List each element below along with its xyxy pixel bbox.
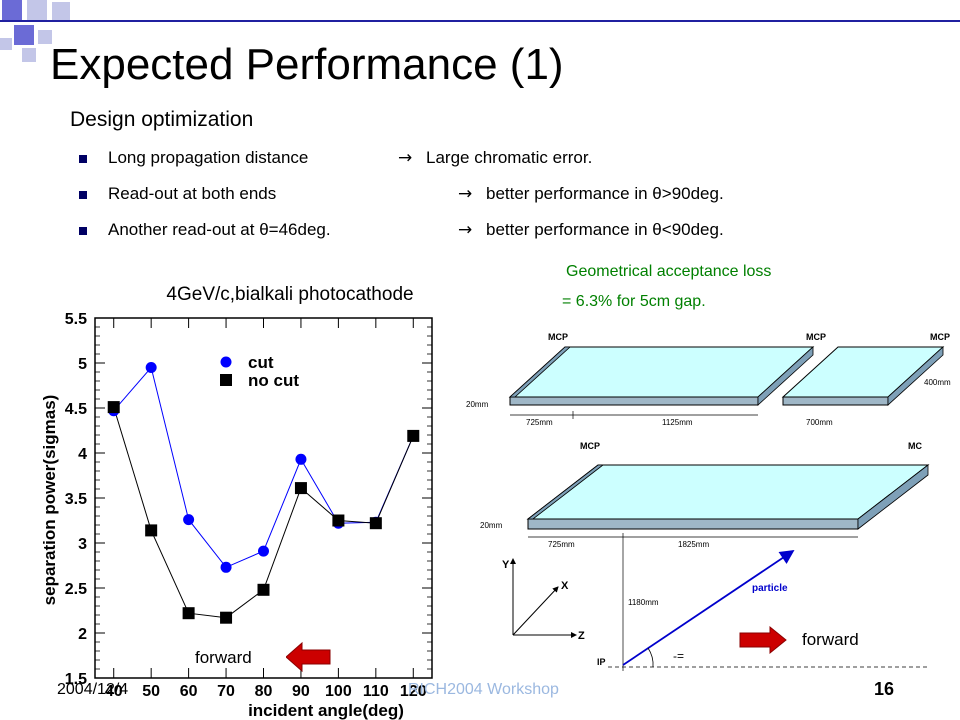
bullet-2-left: Read-out at both ends: [108, 184, 277, 203]
data-point-cut: [258, 545, 269, 557]
data-point-no-cut: [220, 611, 233, 624]
slide-subtitle: Design optimization: [70, 108, 254, 131]
label-20mm-1: 20mm: [466, 400, 489, 409]
data-point-cut: [295, 453, 307, 465]
label-mcp-3: MCP: [930, 332, 950, 342]
bar-top-long: [508, 346, 815, 406]
slide-title: Expected Performance (1): [50, 40, 564, 89]
bar-middle-long: [526, 464, 930, 530]
bullet-3-arrow-icon: →: [458, 220, 473, 240]
data-point-no-cut: [107, 401, 120, 414]
label-mcp-2: MCP: [806, 332, 826, 342]
axis-x-label: X: [561, 580, 569, 592]
label-400mm: 400mm: [924, 378, 951, 387]
y-tick-label: 5.5: [65, 311, 87, 328]
x-tick-label: 40: [105, 683, 123, 700]
bullet-1-left: Long propagation distance: [108, 148, 309, 167]
label-particle: particle: [752, 583, 788, 594]
x-tick-label: 100: [325, 683, 352, 700]
coordinate-axes: [510, 558, 577, 638]
x-tick-label: 50: [142, 683, 160, 700]
label-1180mm: 1180mm: [628, 598, 659, 607]
axis-z-label: Z: [578, 630, 585, 642]
y-tick-label: 5: [78, 356, 87, 373]
y-tick-label: 2: [78, 626, 87, 643]
y-tick-label: 3.5: [65, 491, 87, 508]
y-tick-label: 3: [78, 536, 87, 553]
y-tick-label: 4.5: [65, 401, 87, 418]
label-mcp-5: MC: [908, 441, 922, 451]
bullet-1-right: Large chromatic error.: [426, 148, 593, 167]
label-1125mm: 1125mm: [662, 418, 693, 427]
data-point-cut: [183, 514, 195, 526]
detector-diagram: MCP MCP 20mm 725mm 1125mm MCP 400mm 700m…: [466, 332, 951, 671]
x-tick-label: 120: [400, 683, 427, 700]
bullet-marker-3: [79, 227, 87, 235]
bullet-3-left: Another read-out at θ=46deg.: [108, 220, 331, 239]
corner-square-3: [52, 2, 70, 20]
label-700mm: 700mm: [806, 418, 833, 427]
corner-square-5: [0, 38, 12, 50]
label-20mm-2: 20mm: [480, 521, 503, 530]
label-725mm-1: 725mm: [526, 418, 553, 427]
corner-square-7: [22, 48, 36, 62]
corner-square-4: [14, 25, 34, 45]
data-point-no-cut: [257, 583, 270, 596]
bullet-1-arrow-icon: →: [398, 148, 413, 168]
legend-marker-no-cut: [220, 374, 232, 386]
axis-y-label: Y: [502, 559, 510, 571]
data-point-no-cut: [294, 482, 307, 495]
corner-square-1: [2, 0, 22, 20]
x-tick-label: 80: [255, 683, 273, 700]
forward-left-arrow-icon: [286, 641, 331, 673]
corner-square-6: [38, 30, 52, 44]
chart-xlabel: incident angle(deg): [248, 701, 404, 720]
chart-title: 4GeV/c,bialkali photocathode: [166, 284, 413, 305]
y-tick-label: 1.5: [65, 671, 87, 688]
bullet-2-right: better performance in θ>90deg.: [486, 184, 724, 203]
footer-date: 2004/12/4: [57, 681, 129, 698]
data-point-no-cut: [407, 429, 420, 442]
page-number: 16: [874, 679, 895, 699]
label-mcp-1: MCP: [548, 332, 568, 342]
forward-left-label: forward: [195, 648, 252, 667]
bullet-3-right: better performance in θ<90deg.: [486, 220, 724, 239]
label-ip: IP: [597, 657, 606, 667]
y-tick-label: 2.5: [65, 581, 87, 598]
acceptance-line-1: Geometrical acceptance loss: [566, 263, 772, 280]
bar-top-short: [781, 346, 945, 406]
angle-label-icon: -=: [673, 649, 684, 663]
separation-power-chart: 4GeV/c,bialkali photocathode separation …: [40, 284, 433, 720]
acceptance-line-2: = 6.3% for 5cm gap.: [562, 293, 706, 310]
x-tick-label: 110: [363, 683, 389, 700]
corner-square-2: [27, 0, 47, 20]
legend-marker-cut: [220, 356, 232, 368]
footer-center: RICH2004 Workshop: [408, 681, 559, 698]
particle-track: [622, 549, 795, 666]
data-point-no-cut: [369, 517, 382, 530]
data-point-no-cut: [182, 607, 195, 620]
x-tick-label: 90: [292, 683, 310, 700]
x-tick-label: 60: [180, 683, 198, 700]
bullet-marker-1: [79, 155, 87, 163]
label-725mm-2: 725mm: [548, 540, 575, 549]
forward-right-arrow-icon: [739, 625, 787, 655]
series-line-cut: [113, 366, 414, 568]
bullet-2-arrow-icon: →: [458, 184, 473, 204]
data-point-cut: [220, 561, 232, 573]
x-tick-label: 70: [217, 683, 235, 700]
forward-right-label: forward: [802, 630, 859, 649]
chart-ylabel: separation power(sigmas): [40, 395, 59, 606]
legend-label-no-cut: no cut: [248, 371, 299, 390]
label-1825mm: 1825mm: [678, 540, 709, 549]
data-point-cut: [145, 362, 157, 373]
data-point-no-cut: [145, 524, 158, 537]
label-mcp-4: MCP: [580, 441, 600, 451]
bullet-marker-2: [79, 191, 87, 199]
legend-label-cut: cut: [248, 353, 274, 372]
data-point-no-cut: [332, 514, 345, 527]
title-rule: [0, 20, 960, 22]
y-tick-label: 4: [78, 446, 87, 463]
